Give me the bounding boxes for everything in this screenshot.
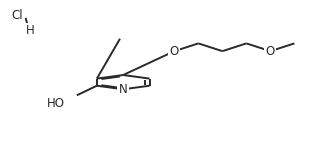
Text: Cl: Cl xyxy=(12,9,23,22)
Text: O: O xyxy=(170,45,179,58)
Text: N: N xyxy=(119,83,128,96)
Text: HO: HO xyxy=(47,97,65,110)
Text: H: H xyxy=(26,24,35,38)
Text: O: O xyxy=(266,45,275,58)
